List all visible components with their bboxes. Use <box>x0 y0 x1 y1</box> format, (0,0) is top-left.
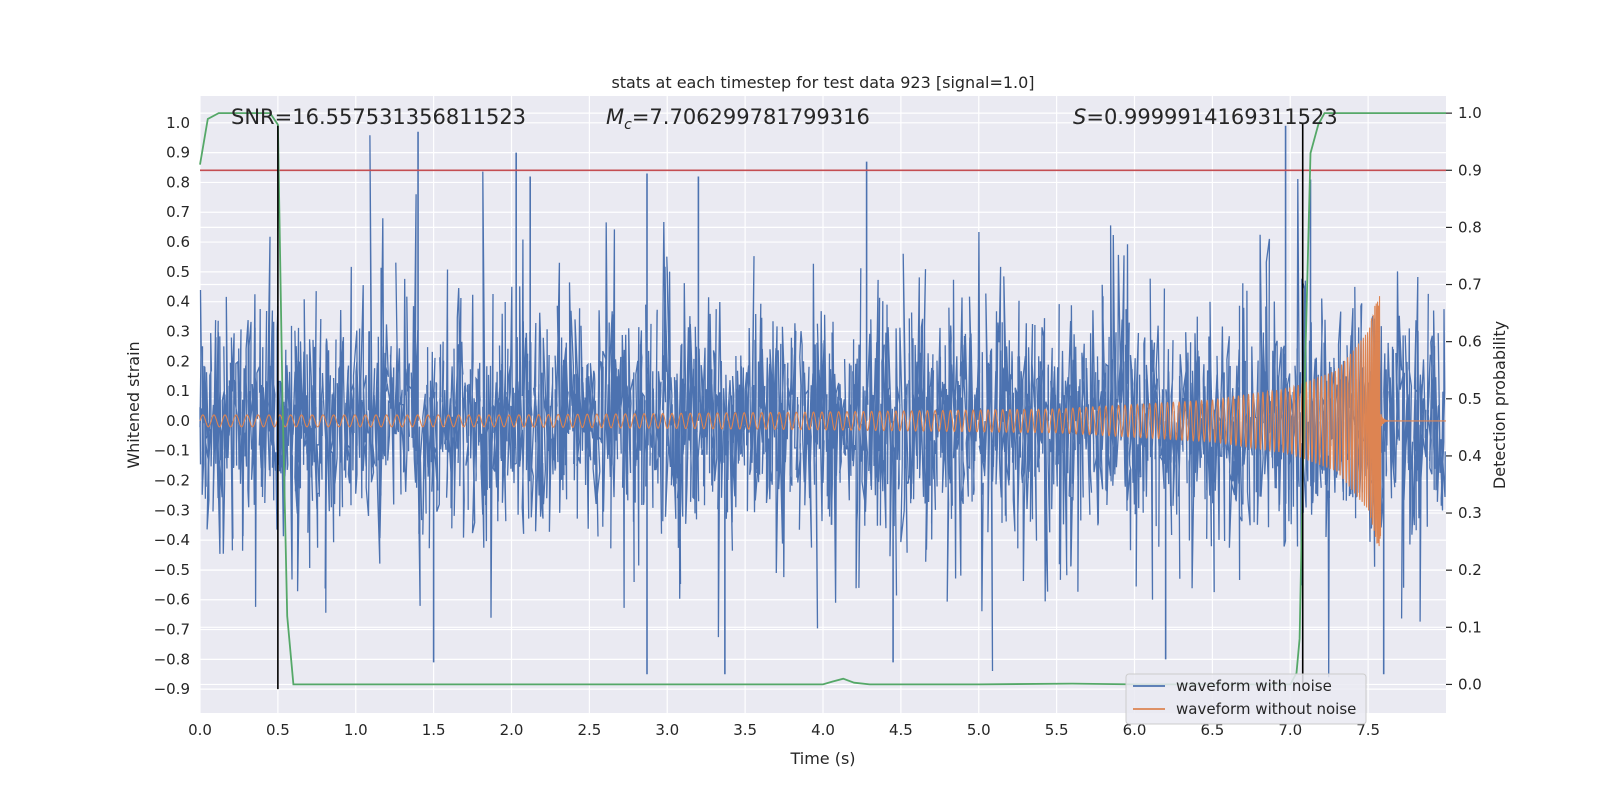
legend: waveform with noise waveform without noi… <box>1125 673 1367 725</box>
x-tick-label: 7.0 <box>1278 721 1302 739</box>
x-tick-label: 3.5 <box>733 721 757 739</box>
y-tick-label: 0.1 <box>166 382 190 400</box>
x-tick-label: 2.0 <box>500 721 524 739</box>
probability-line <box>199 112 1446 686</box>
y2-tick-label: 0.8 <box>1458 218 1482 236</box>
series-waveform-without-noise <box>199 296 1446 547</box>
x-tick-label: 5.0 <box>967 721 991 739</box>
y-tick-label: −0.1 <box>154 442 190 460</box>
x-tick-label: 6.5 <box>1200 721 1224 739</box>
y-tick-label: 1.0 <box>166 114 190 132</box>
clean-trace <box>199 296 1446 547</box>
x-tick-label: 2.5 <box>577 721 601 739</box>
s-annotation: S=0.9999914169311523 <box>1073 105 1338 129</box>
y2-tick-label: 0.4 <box>1458 447 1482 465</box>
y2-tick-label: 1.0 <box>1458 104 1482 122</box>
y-tick-label: −0.6 <box>154 591 190 609</box>
y2-tick-label: 0.0 <box>1458 675 1482 693</box>
x-tick-label: 5.5 <box>1045 721 1069 739</box>
y-tick-label: −0.5 <box>154 561 190 579</box>
y-tick-label: −0.4 <box>154 531 190 549</box>
x-tick-label: 3.0 <box>655 721 679 739</box>
vertical-markers <box>277 122 1304 690</box>
y-tick-label: 0.6 <box>166 233 190 251</box>
y-axis-label: Whitened strain <box>124 341 143 468</box>
legend-box <box>1125 673 1367 725</box>
y2-tick-label: 0.1 <box>1458 618 1482 636</box>
x-tick-label: 7.5 <box>1356 721 1380 739</box>
y-tick-label: 0.0 <box>166 412 190 430</box>
y-tick-label: −0.8 <box>154 650 190 668</box>
snr-annotation: SNR=16.557531356811523 <box>231 105 526 129</box>
y-tick-label: −0.7 <box>154 621 190 639</box>
x-tick-label: 4.5 <box>889 721 913 739</box>
y2-tick-label: 0.6 <box>1458 333 1482 351</box>
y2-tick-label: 0.7 <box>1458 276 1482 294</box>
y2-tick-label: 0.2 <box>1458 561 1482 579</box>
x-tick-label: 0.0 <box>188 721 212 739</box>
noise-trace <box>199 135 1446 678</box>
y-tick-label: −0.2 <box>154 472 190 490</box>
y-tick-label: 0.4 <box>166 293 190 311</box>
y-tick-label: 0.2 <box>166 352 190 370</box>
x-axis-label: Time (s) <box>789 749 855 768</box>
y-tick-label: 0.8 <box>166 173 190 191</box>
mc-annotation: Mc=7.706299781799316 <box>606 105 870 133</box>
series-detection-probability <box>199 112 1446 686</box>
y-tick-label: 0.7 <box>166 203 190 221</box>
legend-label-clean: waveform without noise <box>1176 700 1356 718</box>
y2-tick-label: 0.3 <box>1458 504 1482 522</box>
x-tick-label: 0.5 <box>266 721 290 739</box>
legend-label-noise: waveform with noise <box>1176 677 1332 695</box>
y2-tick-label: 0.9 <box>1458 161 1482 179</box>
tick-labels: 0.0 0.5 1.0 1.5 2.0 2.5 3.0 3.5 4.0 4.5 5.0 5.5 6.0 6… <box>154 104 1482 739</box>
x-tick-label: 6.0 <box>1123 721 1147 739</box>
y-tick-label: 0.3 <box>166 322 190 340</box>
x-tick-label: 1.5 <box>422 721 446 739</box>
x-tick-label: 1.0 <box>344 721 368 739</box>
y-tick-label: −0.9 <box>154 680 190 698</box>
y2-tick-label: 0.5 <box>1458 390 1482 408</box>
x-tick-label: 4.0 <box>811 721 835 739</box>
y-tick-label: −0.3 <box>154 501 190 519</box>
y-tick-label: 0.9 <box>166 144 190 162</box>
chart-title: stats at each timestep for test data 923… <box>611 73 1034 92</box>
y2-axis-label: Detection probability <box>1490 321 1509 489</box>
y-tick-label: 0.5 <box>166 263 190 281</box>
